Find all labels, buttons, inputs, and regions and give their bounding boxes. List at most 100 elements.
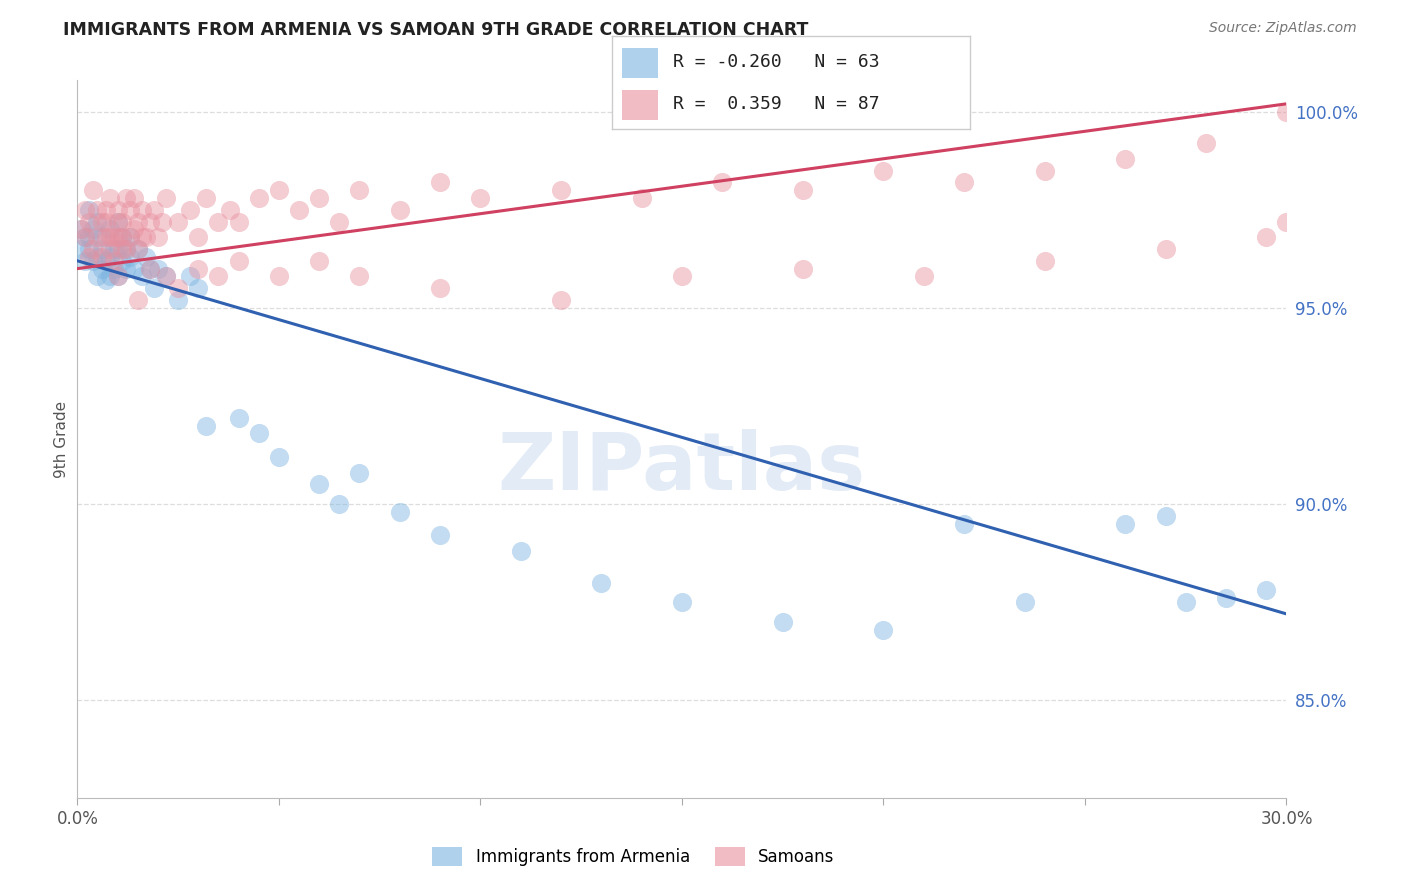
Point (872, 163, 894, 178)
Point (94, 230, 117, 244)
Point (98, 269, 121, 284)
Point (79, 202, 101, 217)
Point (349, 466, 371, 480)
Point (179, 202, 201, 217)
Point (90, 250, 112, 264)
Point (167, 281, 190, 295)
Point (103, 242, 125, 256)
Point (429, 281, 451, 295)
Point (82, 183, 104, 197)
Point (70, 222, 93, 236)
Point (388, 505, 411, 519)
Point (111, 230, 134, 244)
Point (1114, 152, 1136, 166)
Point (86, 269, 108, 284)
Point (429, 528, 451, 542)
Point (75, 230, 97, 244)
Point (142, 202, 165, 217)
Point (131, 202, 153, 217)
Point (1195, 136, 1218, 150)
Point (1215, 591, 1237, 606)
Point (127, 242, 149, 256)
Point (98, 242, 121, 256)
Point (122, 222, 145, 236)
Point (228, 253, 250, 268)
Point (86, 214, 108, 228)
Point (98, 191, 121, 205)
Point (70, 242, 93, 256)
Point (118, 202, 141, 217)
Point (139, 214, 162, 228)
Point (267, 450, 290, 464)
Point (1174, 595, 1197, 609)
Point (267, 269, 290, 284)
Point (328, 497, 350, 511)
Point (195, 418, 218, 433)
Text: R =  0.359   N = 87: R = 0.359 N = 87 (672, 95, 879, 112)
Point (114, 191, 136, 205)
Text: IMMIGRANTS FROM ARMENIA VS SAMOAN 9TH GRADE CORRELATION CHART: IMMIGRANTS FROM ARMENIA VS SAMOAN 9TH GR… (63, 21, 808, 39)
Point (228, 214, 250, 228)
Point (107, 214, 129, 228)
Point (1256, 583, 1278, 598)
Point (94, 202, 117, 217)
Point (167, 293, 190, 307)
Point (429, 175, 451, 189)
Point (308, 253, 330, 268)
Point (107, 269, 129, 284)
Point (247, 191, 270, 205)
Point (155, 191, 177, 205)
Point (155, 269, 177, 284)
Point (127, 242, 149, 256)
Y-axis label: 9th Grade: 9th Grade (53, 401, 69, 478)
Point (75, 202, 97, 217)
Point (772, 615, 794, 629)
Point (150, 214, 173, 228)
Point (82, 253, 104, 268)
Point (179, 269, 201, 284)
Point (122, 261, 145, 276)
Point (953, 175, 976, 189)
Point (70, 222, 93, 236)
Point (107, 230, 129, 244)
Point (1033, 253, 1056, 268)
Point (195, 191, 218, 205)
Point (82, 242, 104, 256)
Point (75, 230, 97, 244)
Point (288, 202, 311, 217)
Point (349, 183, 371, 197)
Point (127, 214, 149, 228)
Point (1154, 508, 1177, 523)
Point (111, 214, 134, 228)
Point (107, 242, 129, 256)
Point (111, 242, 134, 256)
Point (207, 214, 229, 228)
Point (131, 269, 153, 284)
Point (114, 261, 136, 276)
Point (671, 269, 693, 284)
Point (98, 230, 121, 244)
Point (308, 477, 330, 491)
Point (142, 281, 165, 295)
Point (111, 253, 134, 268)
Point (630, 191, 652, 205)
Point (146, 261, 169, 276)
Point (114, 242, 136, 256)
Point (1275, 214, 1298, 228)
Point (86, 250, 108, 264)
Point (94, 253, 117, 268)
Point (118, 250, 141, 264)
Point (550, 293, 572, 307)
Point (349, 269, 371, 284)
Point (187, 281, 209, 295)
Point (79, 230, 101, 244)
Point (94, 214, 117, 228)
Point (86, 202, 108, 217)
Point (103, 253, 125, 268)
Point (308, 191, 330, 205)
Point (139, 261, 162, 276)
Text: R = -0.260   N = 63: R = -0.260 N = 63 (672, 54, 879, 71)
Bar (623, 90, 658, 120)
Text: ZIPatlas: ZIPatlas (498, 429, 866, 507)
Point (75, 253, 97, 268)
